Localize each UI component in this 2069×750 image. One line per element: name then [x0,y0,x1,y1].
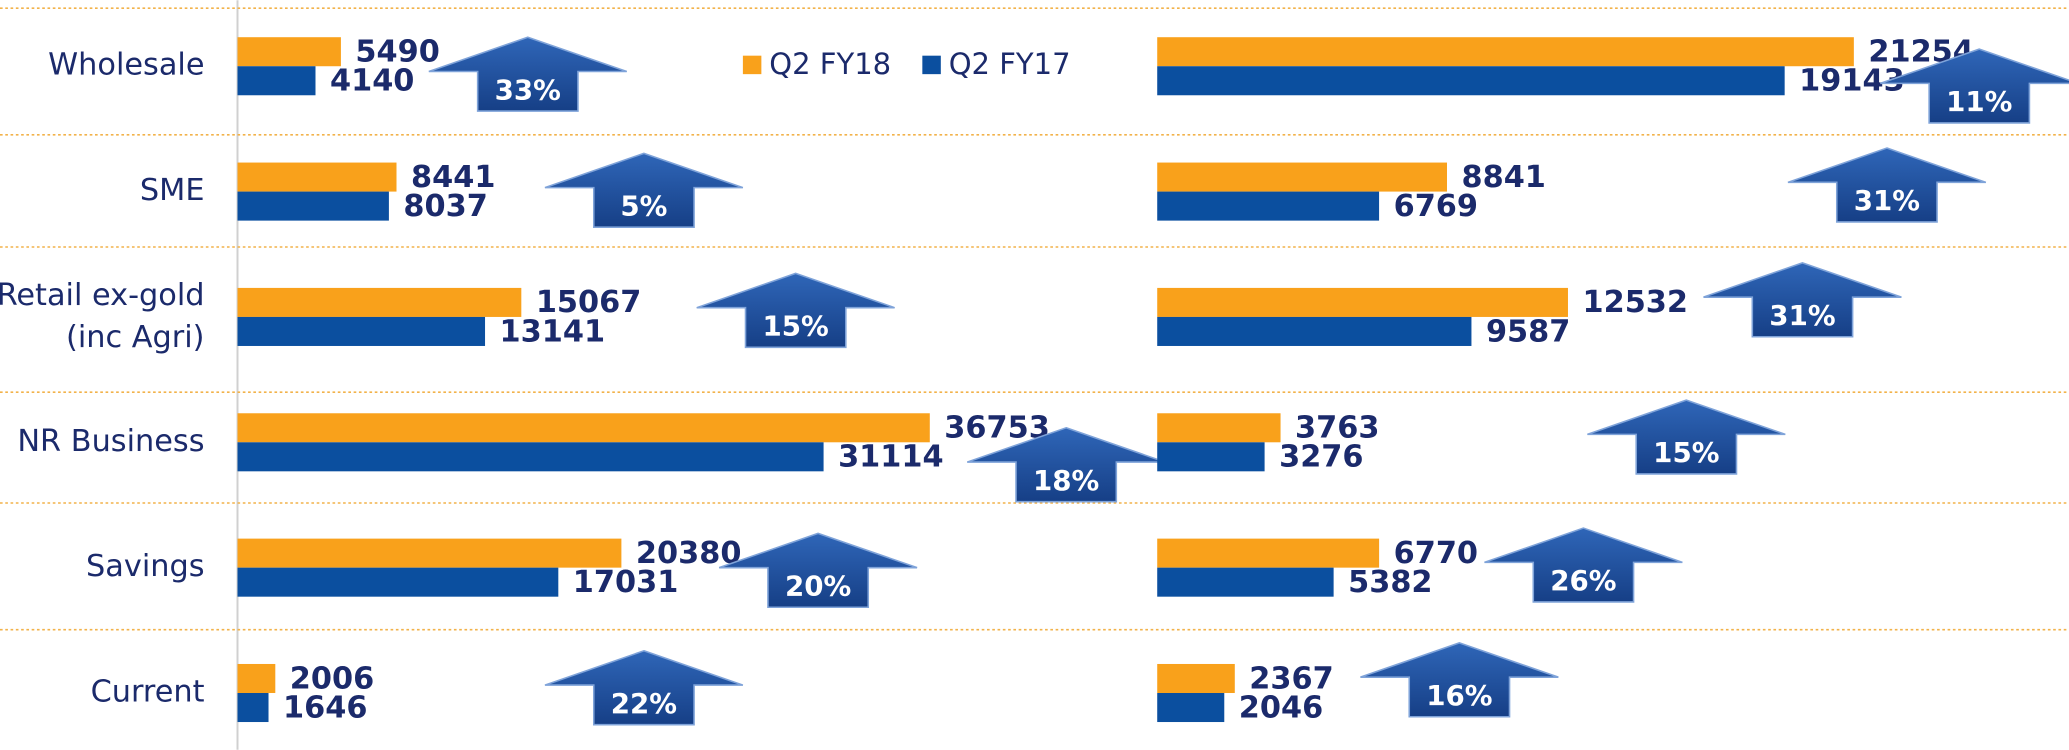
bar [1157,538,1380,568]
value-label: 12532 [1582,285,1688,320]
legend-swatch [742,55,762,75]
bar [237,693,269,723]
value-label: 2046 [1239,690,1323,725]
category-label: NR Business [17,424,204,459]
category-label: Wholesale [48,48,204,83]
legend-label: Q2 FY17 [949,47,1071,81]
growth-label: 22% [611,687,677,720]
value-label: 15067 [536,285,642,320]
bar [1157,316,1472,346]
bar [237,191,389,221]
growth-label: 26% [1550,564,1616,597]
bar [237,287,522,317]
growth-label: 15% [763,309,829,342]
growth-arrow [1703,262,1902,338]
bar [237,567,559,597]
bar [1157,663,1235,694]
growth-arrow [1360,642,1559,718]
growth-label: 31% [1854,184,1920,217]
growth-label: 15% [1653,436,1719,469]
value-label: 5490 [355,35,439,70]
value-label: 8441 [411,160,495,195]
value-label: 5382 [1348,565,1432,600]
value-label: 8037 [403,189,487,224]
category-label: Current [91,675,205,710]
growth-arrow [718,532,918,609]
bar [237,316,486,346]
growth-label: 11% [1946,85,2012,118]
growth-label: 18% [1033,464,1099,497]
value-label: 6770 [1394,536,1478,571]
value-label: 20380 [636,536,742,571]
growth-arrow [1484,527,1683,603]
value-label: 3276 [1279,440,1363,475]
legend-swatch [922,55,941,75]
bar [1157,567,1334,597]
bar [1157,162,1447,192]
growth-label: 33% [495,73,561,106]
bar [237,413,930,443]
value-label: 13141 [500,314,606,349]
bar [1157,442,1265,472]
value-label: 31114 [838,440,944,475]
bar [237,663,276,694]
bar [1157,37,1854,67]
growth-arrow [966,426,1166,503]
bar [237,66,316,96]
legend-label: Q2 FY18 [769,47,891,81]
growth-arrow [1787,147,1987,223]
growth-arrow [544,649,744,726]
growth-arrow [1587,399,1786,475]
value-label: 4140 [330,64,414,99]
category-line: Retail ex-gold [0,277,205,312]
value-label: 9587 [1486,314,1570,349]
value-label: 2367 [1249,661,1333,696]
bar [237,442,824,472]
category-line: (inc Agri) [66,320,205,355]
growth-label: 5% [620,189,667,222]
value-label: 8841 [1462,160,1546,195]
bar [237,538,622,568]
bar [1157,287,1568,317]
value-label: 6769 [1394,189,1478,224]
bar [237,162,397,192]
category-label: Savings [86,549,204,584]
growth-arrow [544,152,744,229]
growth-arrow [428,36,628,112]
category-label: SME [140,173,205,208]
growth-arrow [696,272,895,349]
growth-label: 16% [1426,679,1492,712]
category-label: Retail ex-gold (inc Agri) [0,277,205,354]
value-label: 2006 [290,661,374,696]
bar [1157,693,1225,723]
bar [237,37,341,67]
bar [1157,191,1380,221]
bar [1157,66,1785,96]
growth-arrow [1880,48,2069,124]
value-label: 3763 [1295,411,1379,446]
value-label: 17031 [573,565,679,600]
bar [1157,413,1281,443]
value-label: 1646 [283,690,367,725]
growth-label: 31% [1769,299,1835,332]
growth-label: 20% [785,569,851,602]
